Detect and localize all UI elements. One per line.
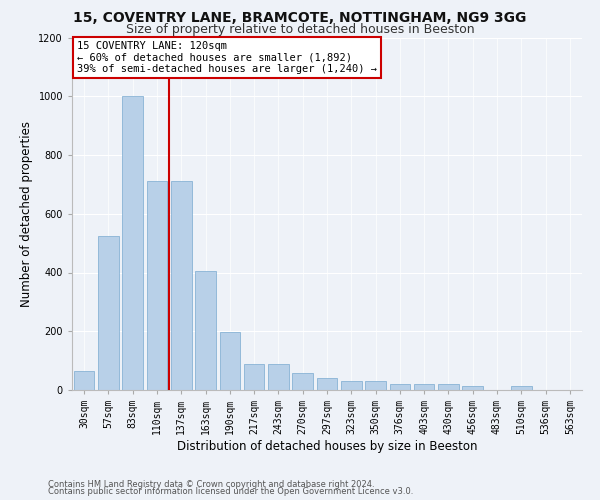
Text: Contains public sector information licensed under the Open Government Licence v3: Contains public sector information licen… (48, 487, 413, 496)
Bar (98, 236, 119, 390)
Bar (365, 380, 386, 390)
Bar (389, 384, 410, 390)
Bar (220, 332, 240, 390)
Bar (74, 371, 94, 390)
Text: Size of property relative to detached houses in Beeston: Size of property relative to detached ho… (125, 22, 475, 36)
X-axis label: Distribution of detached houses by size in Beeston: Distribution of detached houses by size … (177, 440, 477, 453)
Text: Contains HM Land Registry data © Crown copyright and database right 2024.: Contains HM Land Registry data © Crown c… (48, 480, 374, 489)
Text: 15 COVENTRY LANE: 120sqm
← 60% of detached houses are smaller (1,892)
39% of sem: 15 COVENTRY LANE: 120sqm ← 60% of detach… (77, 41, 377, 74)
Bar (292, 374, 313, 390)
Bar (268, 364, 289, 390)
Bar (511, 386, 532, 390)
Bar (195, 271, 216, 390)
Bar (244, 364, 265, 390)
Bar (438, 384, 459, 390)
Y-axis label: Number of detached properties: Number of detached properties (20, 120, 33, 306)
Bar (122, 96, 143, 390)
Bar (341, 380, 362, 390)
Text: 15, COVENTRY LANE, BRAMCOTE, NOTTINGHAM, NG9 3GG: 15, COVENTRY LANE, BRAMCOTE, NOTTINGHAM,… (73, 11, 527, 25)
Bar (146, 182, 167, 390)
Bar (414, 384, 434, 390)
Bar (463, 386, 483, 390)
Bar (317, 378, 337, 390)
Bar (171, 182, 191, 390)
